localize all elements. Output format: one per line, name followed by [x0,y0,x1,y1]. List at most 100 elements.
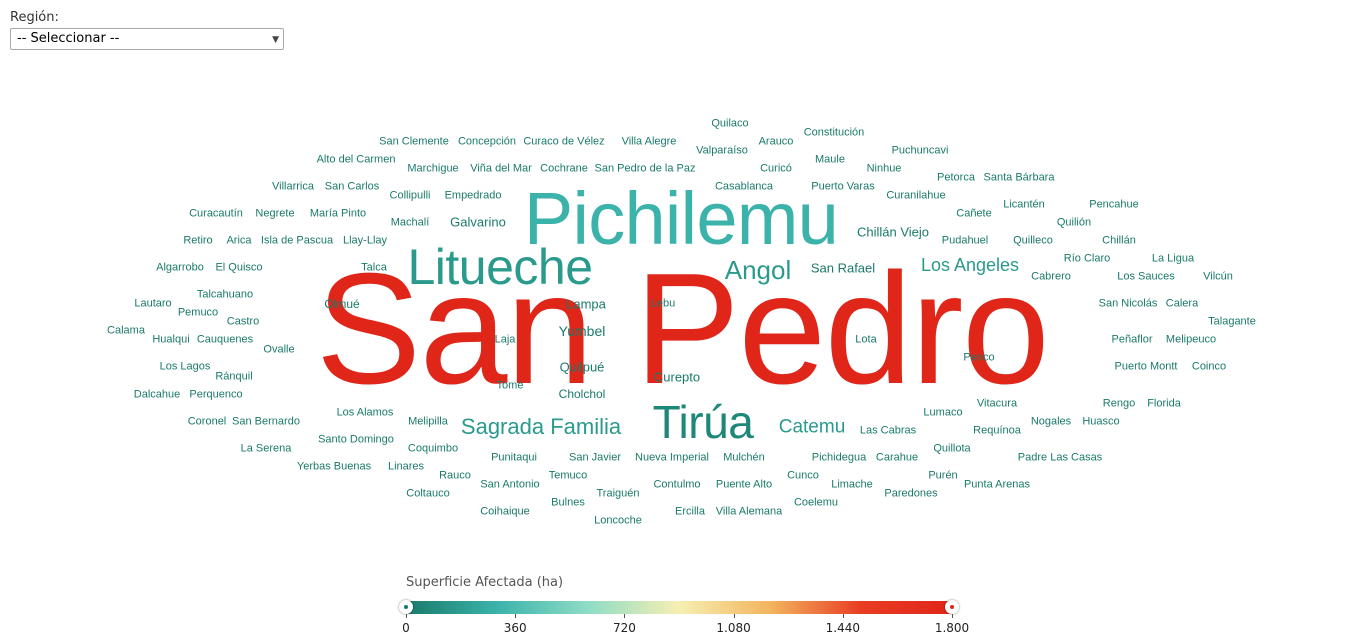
word-cloud-term[interactable]: Pemuco [177,306,219,319]
word-cloud-term[interactable]: Las Cabras [859,424,917,437]
word-cloud-term[interactable]: Curacautín [189,207,243,220]
word-cloud-term[interactable]: Maule [815,153,845,166]
word-cloud-term[interactable]: Olmué [324,297,360,311]
word-cloud-term[interactable]: Vilcún [1203,270,1233,283]
word-cloud-term[interactable]: El Quisco [215,261,263,274]
word-cloud-term[interactable]: Penco [963,351,995,364]
word-cloud-term[interactable]: Florida [1147,397,1181,410]
word-cloud-term[interactable]: Los Sauces [1117,270,1175,283]
word-cloud-term[interactable]: Coronel [187,415,227,428]
word-cloud-term[interactable]: Ercilla [675,505,705,518]
word-cloud-term[interactable]: Yerbas Buenas [296,460,372,473]
word-cloud-term[interactable]: Casablanca [714,180,774,193]
word-cloud-term[interactable]: Litueche [407,239,593,295]
word-cloud-term[interactable]: Santa Bárbara [983,171,1055,184]
word-cloud-term[interactable]: Calera [1165,297,1199,310]
word-cloud-term[interactable]: Cañete [956,207,992,220]
word-cloud-term[interactable]: Cabrero [1031,270,1071,283]
region-select[interactable]: -- Seleccionar -- ▼ [10,28,284,50]
word-cloud-term[interactable]: Concepción [457,135,517,148]
word-cloud-term[interactable]: Alto del Carmen [316,153,396,166]
word-cloud-term[interactable]: Catemu [778,416,846,438]
word-cloud-term[interactable]: Lebu [650,297,676,310]
word-cloud-term[interactable]: Santo Domingo [318,433,394,446]
word-cloud-term[interactable]: Laja [494,333,516,346]
word-cloud-term[interactable]: Talagante [1208,315,1256,328]
word-cloud-term[interactable]: Melipilla [408,415,448,428]
word-cloud-term[interactable]: Quilaco [711,117,749,130]
word-cloud-term[interactable]: Curepto [653,369,701,385]
word-cloud-term[interactable]: San Antonio [480,478,540,491]
word-cloud-term[interactable]: Río Claro [1063,252,1111,265]
word-cloud-term[interactable]: Tirúa [652,396,754,448]
word-cloud-term[interactable]: Ninhue [866,162,902,175]
word-cloud-term[interactable]: Lota [855,333,877,346]
word-cloud-term[interactable]: Los Lagos [159,360,211,373]
word-cloud-term[interactable]: San Bernardo [232,415,300,428]
word-cloud-term[interactable]: Marchigue [407,162,459,175]
word-cloud-term[interactable]: Huasco [1082,415,1120,428]
word-cloud-term[interactable]: Talca [361,261,387,274]
word-cloud-term[interactable]: Dalcahue [133,388,181,401]
word-cloud-term[interactable]: Pencahue [1089,198,1139,211]
word-cloud-term[interactable]: Cauquenes [196,333,254,346]
word-cloud-term[interactable]: Pudahuel [941,234,989,247]
word-cloud-term[interactable]: Contulmo [653,478,701,491]
word-cloud-term[interactable]: Sagrada Familia [460,414,622,439]
range-min-handle[interactable] [399,600,413,614]
word-cloud-term[interactable]: Chillán [1102,234,1136,247]
word-cloud-term[interactable]: Mulchén [723,451,765,464]
word-cloud-term[interactable]: Villa Alemana [715,505,783,518]
word-cloud-term[interactable]: Isla de Pascua [260,234,334,247]
word-cloud-term[interactable]: Carahue [875,451,919,464]
word-cloud-term[interactable]: Linares [387,460,425,473]
word-cloud-term[interactable]: Nogales [1030,415,1072,428]
word-cloud-term[interactable]: Negrete [255,207,295,220]
word-cloud-term[interactable]: Rauco [439,469,471,482]
word-cloud-term[interactable]: Los Angeles [920,255,1020,275]
word-cloud-term[interactable]: Pichilemu [523,177,839,260]
word-cloud-term[interactable]: Licantén [1003,198,1045,211]
word-cloud-term[interactable]: Punitaqui [491,451,537,464]
word-cloud-term[interactable]: Los Alamos [336,406,394,419]
word-cloud-term[interactable]: Cunco [787,469,819,482]
word-cloud-term[interactable]: Talcahuano [196,288,254,301]
range-max-handle[interactable] [945,600,959,614]
word-cloud-term[interactable]: San Javier [569,451,621,464]
word-cloud-term[interactable]: Puente Alto [715,478,773,491]
word-cloud-term[interactable]: Paredones [884,487,938,500]
word-cloud-term[interactable]: Quillota [933,442,971,455]
word-cloud-term[interactable]: Purén [928,469,958,482]
word-cloud-term[interactable]: Constitución [803,126,865,139]
word-cloud-term[interactable]: San Pedro [315,241,1050,417]
word-cloud-term[interactable]: Pichidegua [811,451,867,464]
word-cloud-term[interactable]: Ránquil [215,370,253,383]
word-cloud-term[interactable]: Coltauco [406,487,450,500]
word-cloud-term[interactable]: María Pinto [309,207,367,220]
word-cloud-term[interactable]: San Nicolás [1098,297,1158,310]
word-cloud-term[interactable]: La Serena [240,442,292,455]
word-cloud-term[interactable]: Bulnes [551,496,585,509]
word-cloud-term[interactable]: Llay-Llay [342,234,388,247]
word-cloud-term[interactable]: Coquimbo [407,442,459,455]
word-cloud-term[interactable]: Lautaro [134,297,172,310]
word-cloud-term[interactable]: Ovalle [263,343,295,356]
word-cloud-term[interactable]: Hualqui [152,333,190,346]
word-cloud-term[interactable]: Empedrado [444,189,502,202]
word-cloud-term[interactable]: Padre Las Casas [1017,451,1103,464]
word-cloud-term[interactable]: Retiro [183,234,213,247]
word-cloud-term[interactable]: Cholchol [558,387,606,401]
word-cloud-term[interactable]: Lampa [566,296,606,312]
word-cloud-term[interactable]: Puerto Varas [811,180,875,193]
word-cloud-term[interactable]: Yumbel [558,323,606,339]
word-cloud-term[interactable]: Temuco [548,469,588,482]
word-cloud-term[interactable]: Villarrica [272,180,314,193]
word-cloud-term[interactable]: Quilpué [559,359,605,375]
word-cloud-term[interactable]: Curicó [760,162,792,175]
word-cloud-term[interactable]: Castro [226,315,260,328]
word-cloud-term[interactable]: Puerto Montt [1114,360,1178,373]
word-cloud-term[interactable]: Coelemu [793,496,839,509]
word-cloud-term[interactable]: Tomé [496,379,524,392]
word-cloud-term[interactable]: Nueva Imperial [635,451,709,464]
word-cloud-term[interactable]: Calama [107,324,145,337]
